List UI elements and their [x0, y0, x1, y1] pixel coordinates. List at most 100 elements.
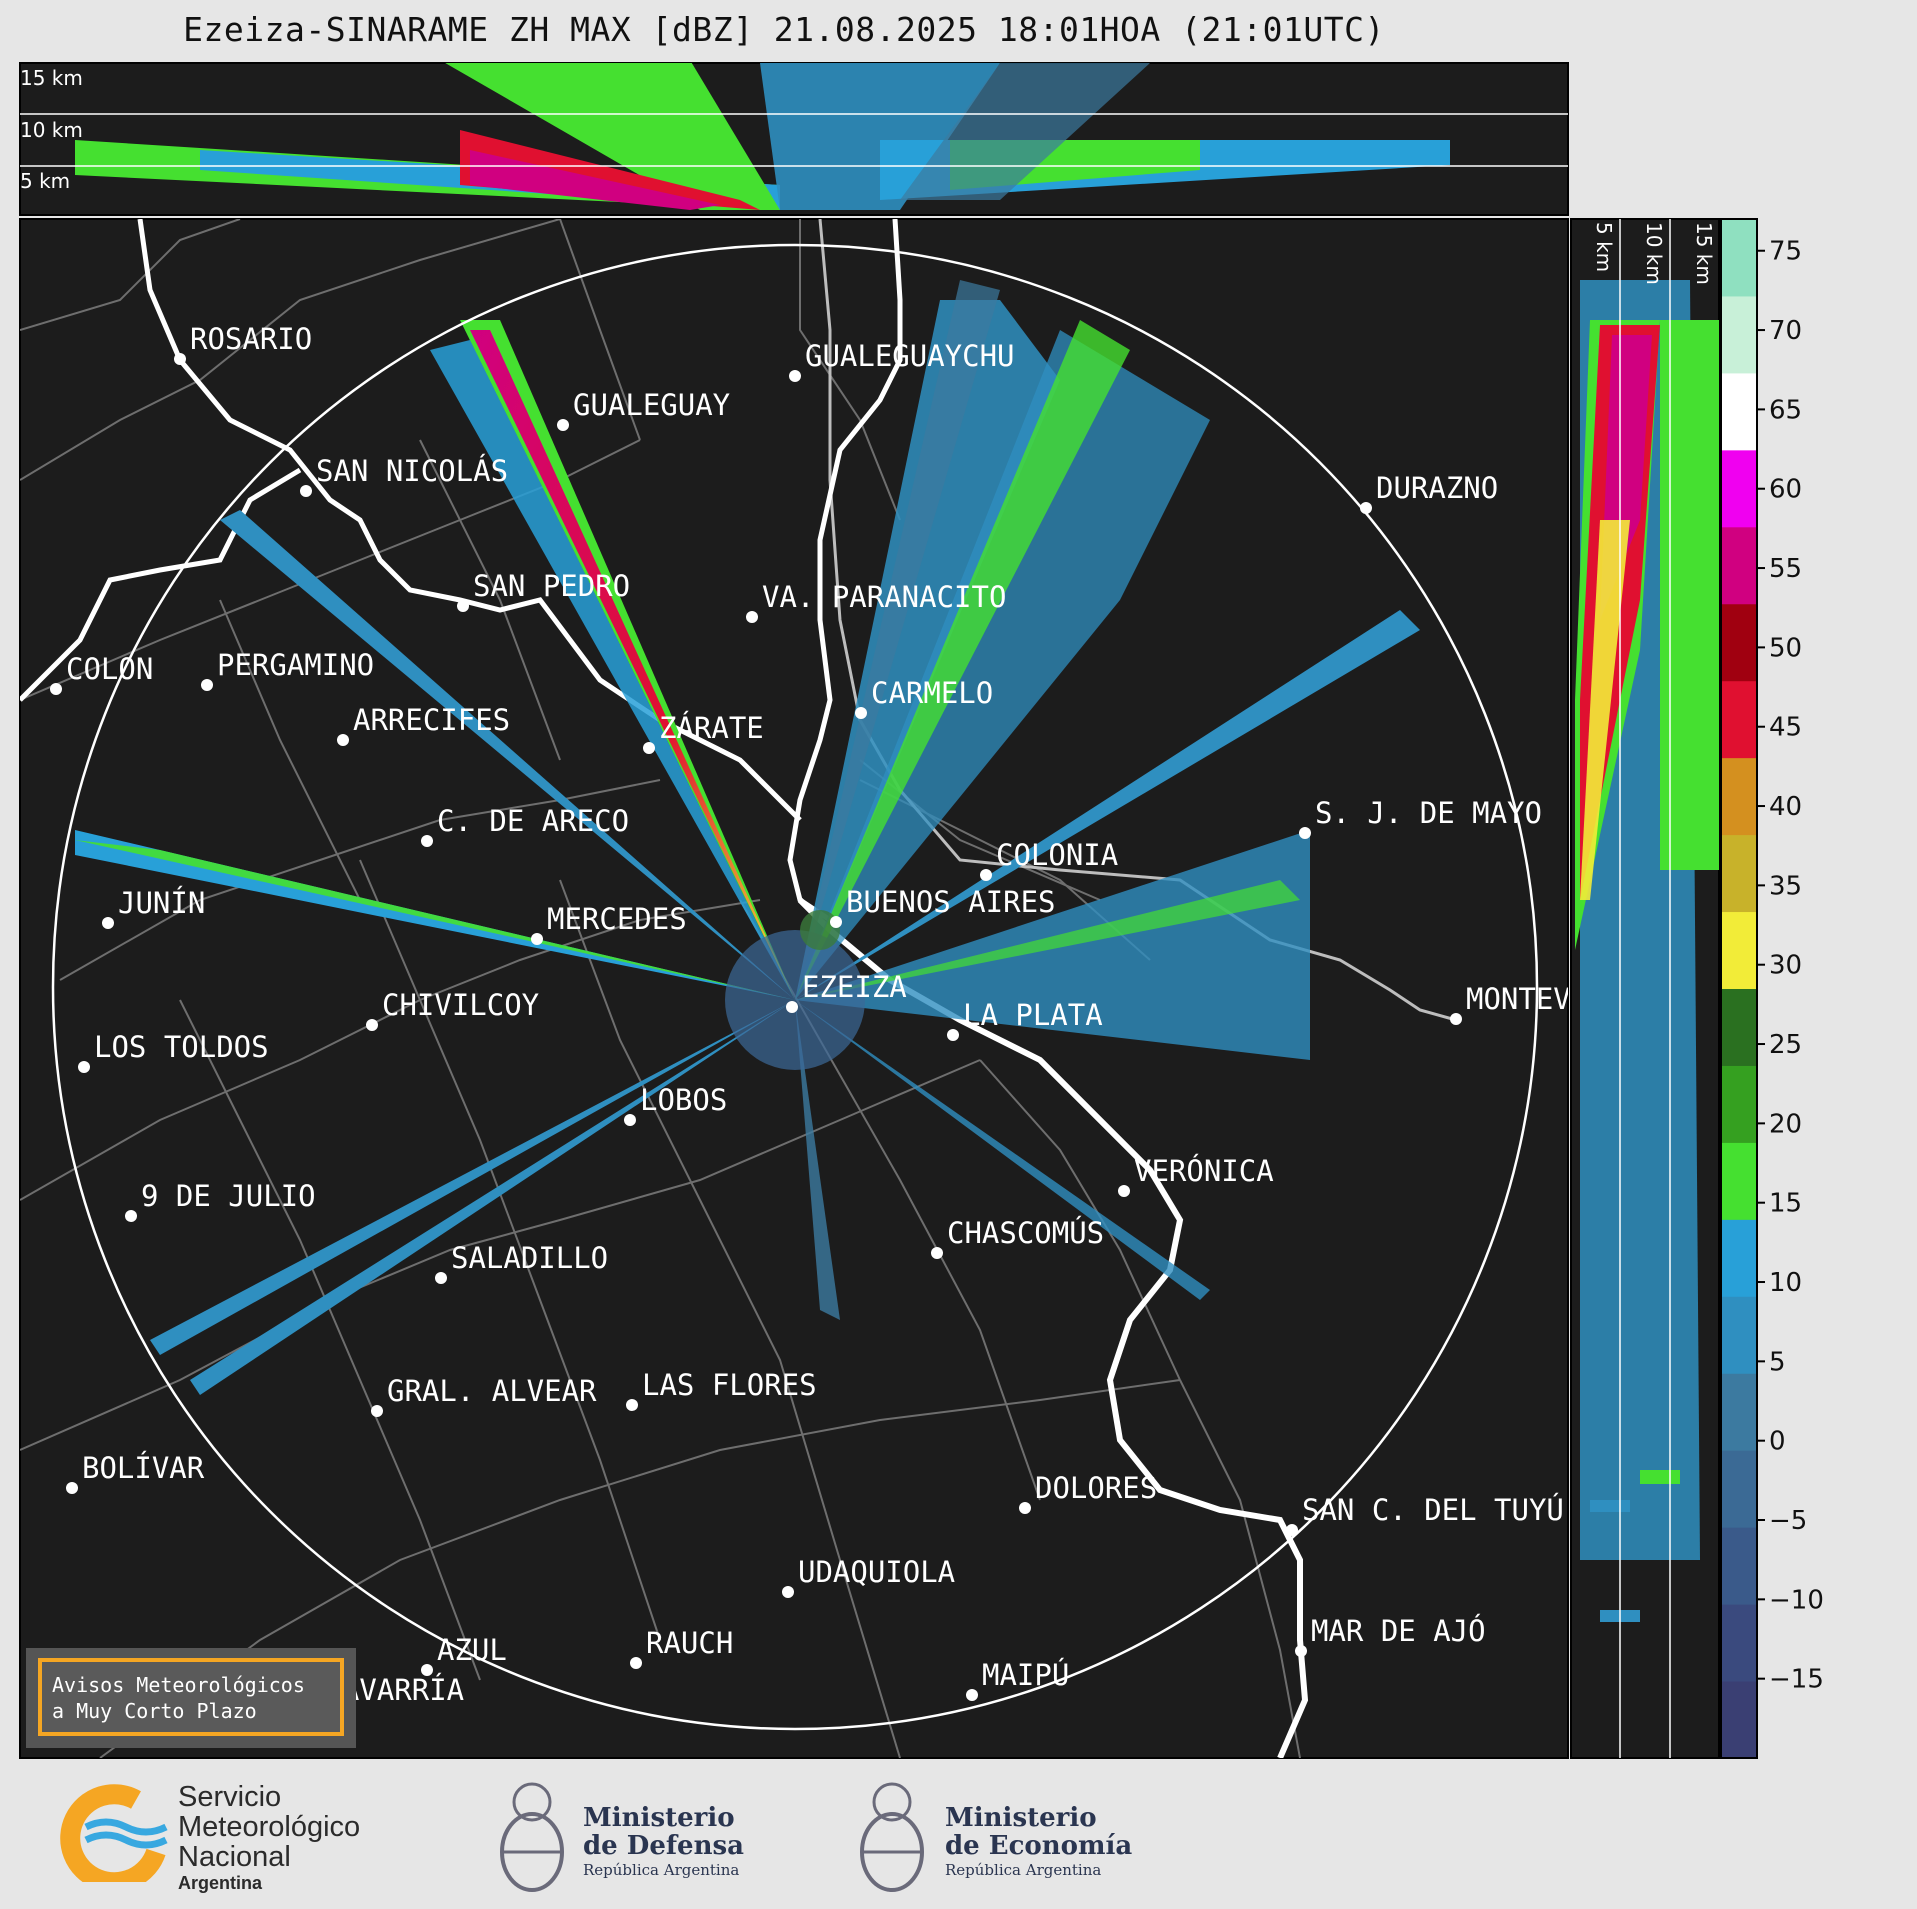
- colorbar-segment: [1721, 372, 1757, 451]
- colorbar-segment: [1721, 1142, 1757, 1220]
- city-label: SAN C. DEL TUYÚ: [1302, 1493, 1564, 1527]
- city-marker-dot: [947, 1029, 959, 1041]
- city-marker-dot: [1450, 1013, 1462, 1025]
- city-marker-dot: [50, 683, 62, 695]
- smn-logo-icon: [60, 1784, 168, 1882]
- city-marker-dot: [371, 1405, 383, 1417]
- colorbar-tick-label: 55: [1769, 554, 1802, 584]
- city-label: BUENOS AIRES: [846, 885, 1056, 919]
- smn-line-4: Argentina: [178, 1873, 263, 1893]
- city-marker-dot: [421, 1664, 433, 1676]
- city-marker-dot: [557, 419, 569, 431]
- chart-title: Ezeiza-SINARAME ZH MAX [dBZ] 21.08.2025 …: [183, 10, 1385, 49]
- smn-line-1: Servicio: [178, 1781, 282, 1813]
- city-marker-dot: [1360, 502, 1372, 514]
- colorbar-segment: [1721, 1065, 1757, 1143]
- city-marker-dot: [366, 1019, 378, 1031]
- defensa-line-1: Ministerio: [583, 1803, 735, 1833]
- economia-line-2: de Economía: [945, 1831, 1133, 1861]
- colorbar-tick-label: −5: [1769, 1506, 1807, 1536]
- colorbar-segment: [1721, 911, 1757, 989]
- colorbar-tick-label: 20: [1769, 1109, 1802, 1139]
- city-marker-dot: [201, 679, 213, 691]
- city-label: RAUCH: [646, 1626, 733, 1660]
- economia-line-3: República Argentina: [945, 1861, 1102, 1879]
- parana-delta: [787, 219, 903, 923]
- city-label: LAS FLORES: [642, 1368, 817, 1402]
- radar-map: ROSARIO GUALEGUAYCHU GUALEGUAY SAN NICOLÁS D…: [19, 218, 1641, 1759]
- city-label: JUNÍN: [118, 886, 205, 920]
- city-marker-dot: [531, 933, 543, 945]
- colorbar-segment: [1721, 1450, 1757, 1528]
- city-label: COLONIA: [996, 838, 1118, 872]
- city-label: VERÓNICA: [1134, 1154, 1274, 1188]
- colorbar-segment: [1721, 219, 1757, 297]
- city-marker-dot: [786, 1001, 798, 1013]
- colorbar-tick-label: 25: [1769, 1030, 1802, 1060]
- city-label: CARMELO: [871, 676, 993, 710]
- colorbar-tick-label: 35: [1769, 871, 1802, 901]
- side-panel-label-15km: 15 km: [1692, 222, 1716, 285]
- entre-rios-border: [20, 467, 302, 702]
- escudo-economia-icon: [860, 1782, 924, 1892]
- city-marker-dot: [624, 1114, 636, 1126]
- colorbar-tick-label: −10: [1769, 1585, 1824, 1615]
- city-marker-dot: [630, 1657, 642, 1669]
- colorbar-tick-label: 40: [1769, 792, 1802, 822]
- colorbar-tick-label: 75: [1769, 237, 1802, 267]
- city-marker-dot: [643, 742, 655, 754]
- defensa-text: Ministerio de Defensa República Argentin…: [583, 1804, 744, 1880]
- smn-line-2: Meteorológico: [178, 1811, 361, 1843]
- colorbar-segment: [1721, 1296, 1757, 1374]
- city-label: S. J. DE MAYO: [1315, 796, 1542, 830]
- city-label: CHASCOMÚS: [947, 1216, 1104, 1250]
- side-cross-section-panel: 5 km 10 km 15 km: [1570, 218, 1720, 1759]
- colorbar-tick-label: 0: [1769, 1427, 1786, 1457]
- colorbar-segment: [1721, 1604, 1757, 1682]
- colorbar-segment: [1721, 526, 1757, 605]
- top-panel-label-10km: 10 km: [20, 118, 83, 142]
- city-label: GUALEGUAY: [573, 388, 730, 422]
- city-marker-dot: [1295, 1645, 1307, 1657]
- city-marker-dot: [125, 1210, 137, 1222]
- city-marker-dot: [931, 1247, 943, 1259]
- city-marker-dot: [102, 917, 114, 929]
- city-label: MONTEVIDEO: [1466, 982, 1641, 1016]
- city-marker-dot: [855, 707, 867, 719]
- colorbar-tick-label: 15: [1769, 1189, 1802, 1219]
- top-cross-section-panel: 15 km 10 km 5 km: [19, 62, 1569, 216]
- colorbar-segment: [1721, 449, 1757, 528]
- city-label: C. DE ARECO: [437, 804, 629, 838]
- top-panel-label-5km: 5 km: [20, 169, 70, 193]
- city-label: BOLÍVAR: [82, 1451, 205, 1485]
- smn-logo-text: Servicio Meteorológico Nacional Argentin…: [178, 1782, 360, 1894]
- colorbar-segment: [1721, 834, 1757, 913]
- colorbar-segment: [1721, 1681, 1757, 1759]
- aviso-line-2: a Muy Corto Plazo: [52, 1699, 257, 1723]
- colorbar-tick-label: 10: [1769, 1268, 1802, 1298]
- city-label: ROSARIO: [190, 322, 312, 356]
- city-marker-dot: [457, 600, 469, 612]
- city-label: DURAZNO: [1376, 471, 1498, 505]
- city-marker-dot: [1118, 1185, 1130, 1197]
- aviso-box[interactable]: Avisos Meteorológicos a Muy Corto Plazo: [38, 1658, 344, 1736]
- city-marker-dot: [830, 916, 842, 928]
- city-marker-dot: [626, 1399, 638, 1411]
- city-marker-dot: [337, 734, 349, 746]
- city-marker-dot: [1286, 1524, 1298, 1536]
- colorbar-segment: [1721, 757, 1757, 836]
- city-marker-dot: [1019, 1502, 1031, 1514]
- escudo-defensa-icon: [500, 1782, 564, 1892]
- colorbar-segment: [1721, 988, 1757, 1066]
- radar-echoes: [75, 280, 1420, 1395]
- top-panel-label-15km: 15 km: [20, 66, 83, 90]
- city-label: LOS TOLDOS: [94, 1030, 269, 1064]
- city-label: MAR DE AJÓ: [1311, 1614, 1486, 1648]
- radar-range-ring: [51, 243, 1539, 1731]
- city-marker-dot: [78, 1061, 90, 1073]
- city-label: COLON: [66, 652, 153, 686]
- city-label: MAIPÚ: [982, 1658, 1069, 1692]
- city-label: VA. PARANACITO: [762, 580, 1006, 614]
- city-marker-dot: [789, 370, 801, 382]
